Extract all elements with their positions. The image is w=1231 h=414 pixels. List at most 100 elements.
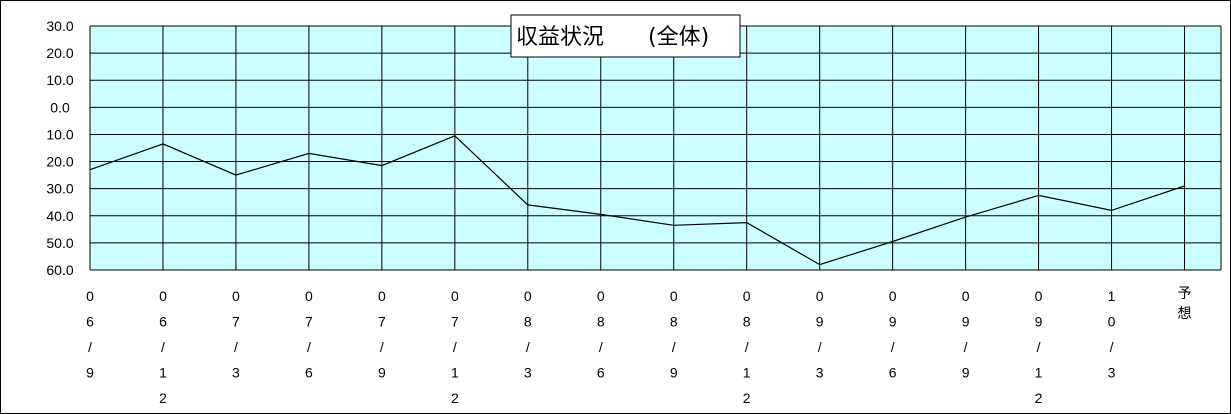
x-tick-char: 8	[743, 314, 751, 330]
x-tick-char: 0	[159, 288, 167, 304]
chart-title: 収益状況 (全体)	[516, 25, 709, 50]
x-axis-tick-labels: 0 6 / 9 0 6 / 1 2 0 7 / 3 0 7 / 6 0 7 / 9 0 7 / 1 2 0 8 / 3 0 8 / 6 0 8 / 9 0 8…	[86, 285, 1191, 406]
x-tick-char: 1	[159, 365, 167, 381]
x-tick-char: 0	[743, 288, 751, 304]
x-tick-char: /	[88, 339, 92, 355]
x-tick-label: 0 8 / 6	[597, 288, 605, 381]
x-tick-char: 0	[1108, 314, 1116, 330]
x-tick-char: 0	[816, 288, 824, 304]
x-tick-char: /	[599, 339, 603, 355]
x-tick-label: 0 9 / 6	[889, 288, 897, 381]
x-tick-char: /	[1037, 339, 1041, 355]
x-tick-char: 8	[597, 314, 605, 330]
x-tick-char: 2	[159, 390, 167, 406]
x-tick-char: /	[818, 339, 822, 355]
x-tick-char: 9	[378, 365, 386, 381]
x-tick-char: /	[526, 339, 530, 355]
grid-lines	[89, 25, 1222, 271]
x-tick-char: 3	[1108, 365, 1116, 381]
x-tick-char: 9	[86, 365, 94, 381]
x-tick-char: /	[964, 339, 968, 355]
x-tick-char: 6	[597, 365, 605, 381]
x-tick-label: 0 9 / 9	[962, 288, 970, 381]
x-tick-char: 9	[1035, 314, 1043, 330]
x-tick-char: 0	[962, 288, 970, 304]
x-tick-char: 7	[305, 314, 313, 330]
x-tick-char: 3	[232, 365, 240, 381]
x-tick-char: 7	[232, 314, 240, 330]
x-tick-char: 6	[889, 365, 897, 381]
x-tick-label: 0 6 / 9	[86, 288, 94, 381]
x-tick-char: 0	[305, 288, 313, 304]
x-tick-char: 9	[816, 314, 824, 330]
x-tick-char: 想	[1178, 305, 1192, 321]
y-tick-label: 50.0	[46, 235, 73, 251]
y-tick-label: 20.0	[46, 45, 73, 61]
y-axis-tick-labels: 30.0 20.0 10.0 0.0 10.0 20.0 30.0 40.0 50.0 60.0	[46, 18, 73, 278]
x-tick-char: 予	[1178, 285, 1192, 301]
x-tick-char: /	[234, 339, 238, 355]
x-tick-char: 6	[305, 365, 313, 381]
x-tick-char: 0	[451, 288, 459, 304]
x-tick-label: 0 8 / 9	[670, 288, 678, 381]
x-tick-label: 0 7 / 6	[305, 288, 313, 381]
x-tick-char: 6	[159, 314, 167, 330]
x-tick-char: /	[672, 339, 676, 355]
series-line	[89, 135, 1185, 266]
x-tick-label: 0 8 / 3	[524, 288, 532, 381]
x-tick-char: 1	[451, 365, 459, 381]
x-tick-char: 8	[670, 314, 678, 330]
x-tick-char: 8	[524, 314, 532, 330]
x-tick-char: 0	[524, 288, 532, 304]
x-tick-char: 0	[670, 288, 678, 304]
x-tick-char: 0	[378, 288, 386, 304]
y-tick-label: 30.0	[46, 181, 73, 197]
y-tick-label: 60.0	[46, 262, 73, 278]
x-tick-label: 0 7 / 9	[378, 288, 386, 381]
x-tick-label: 予想	[1178, 285, 1192, 321]
chart-title-box: 収益状況 (全体)	[510, 14, 741, 58]
x-tick-char: 0	[232, 288, 240, 304]
x-tick-label: 1 0 / 3	[1108, 288, 1116, 381]
x-tick-char: 1	[1035, 365, 1043, 381]
x-tick-char: 3	[524, 365, 532, 381]
x-tick-char: 0	[86, 288, 94, 304]
x-tick-char: /	[1110, 339, 1114, 355]
x-tick-char: 9	[889, 314, 897, 330]
y-tick-label: 10.0	[46, 126, 73, 142]
x-tick-label: 0 9 / 1 2	[1035, 288, 1043, 406]
x-tick-char: 7	[378, 314, 386, 330]
y-tick-label: 0.0	[50, 99, 70, 115]
x-tick-char: 2	[743, 390, 751, 406]
x-tick-char: /	[380, 339, 384, 355]
x-tick-char: 7	[451, 314, 459, 330]
x-tick-label: 0 9 / 3	[816, 288, 824, 381]
x-tick-char: /	[453, 339, 457, 355]
y-tick-label: 30.0	[46, 18, 73, 34]
x-tick-label: 0 7 / 3	[232, 288, 240, 381]
x-tick-char: 0	[889, 288, 897, 304]
x-tick-char: 3	[816, 365, 824, 381]
x-tick-char: 2	[451, 390, 459, 406]
y-tick-label: 10.0	[46, 72, 73, 88]
x-tick-char: /	[891, 339, 895, 355]
x-tick-char: 9	[670, 365, 678, 381]
x-tick-char: /	[745, 339, 749, 355]
x-tick-label: 0 6 / 1 2	[159, 288, 167, 406]
x-tick-char: 9	[962, 314, 970, 330]
y-tick-label: 40.0	[46, 208, 73, 224]
x-tick-char: 9	[962, 365, 970, 381]
plot-area	[90, 26, 1221, 270]
x-tick-char: /	[307, 339, 311, 355]
x-tick-label: 0 8 / 1 2	[743, 288, 751, 406]
y-tick-label: 20.0	[46, 154, 73, 170]
x-tick-char: 6	[86, 314, 94, 330]
x-tick-label: 0 7 / 1 2	[451, 288, 459, 406]
x-tick-char: 0	[597, 288, 605, 304]
series-lines	[89, 135, 1185, 266]
x-tick-char: 1	[743, 365, 751, 381]
title-box-border	[510, 14, 741, 58]
x-tick-char: 0	[1035, 288, 1043, 304]
